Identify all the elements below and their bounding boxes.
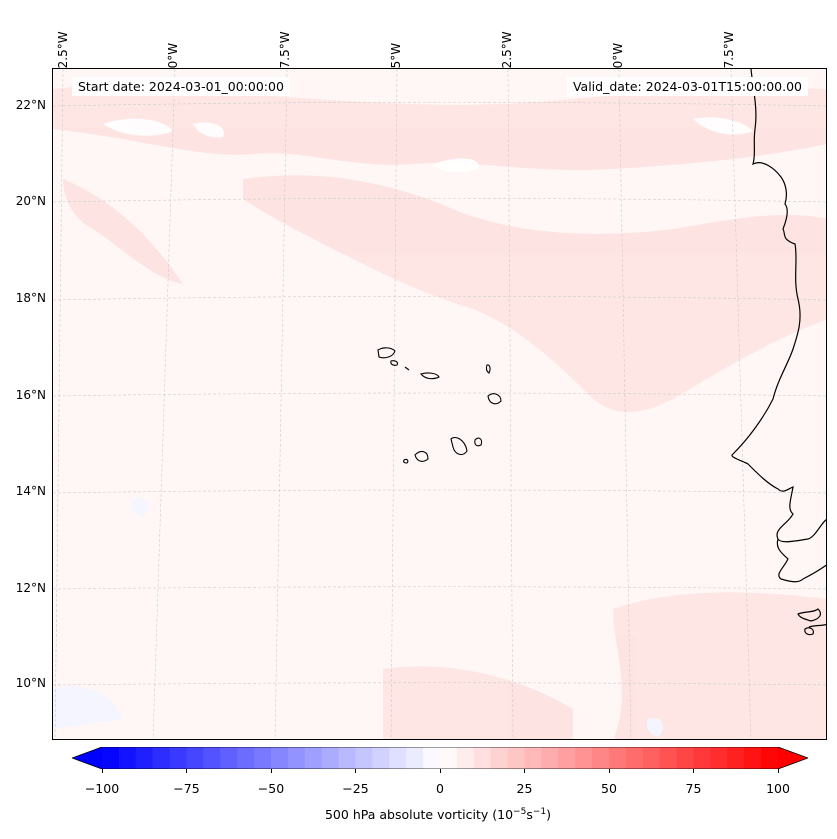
colorbar-segment <box>456 747 475 769</box>
colorbar-tick-mark <box>439 769 441 773</box>
colorbar-segment <box>761 747 779 769</box>
colorbar-tick-mark <box>524 769 525 773</box>
colorbar-segment <box>237 747 255 769</box>
lat-label-20n: 20°N <box>15 194 46 208</box>
colorbar-segment <box>693 747 711 769</box>
valid-date-label: Valid_date: 2024-03-01T15:00:00.00 <box>566 77 808 96</box>
colorbar-segment <box>186 747 204 769</box>
lat-label-16n: 16°N <box>15 388 46 402</box>
colorbar-segment <box>541 747 559 769</box>
cape-verde-islands <box>377 347 502 464</box>
colorbar-label: 500 hPa absolute vorticity (10−5s−1) <box>0 807 837 822</box>
colorbar-tick-label: −25 <box>342 781 369 796</box>
colorbar-tick-mark <box>270 769 272 773</box>
colorbar-segment <box>118 747 137 769</box>
colorbar-segment <box>372 747 390 769</box>
island-maio <box>474 437 483 447</box>
graticule <box>53 69 826 739</box>
colorbar-tick-label: 0 <box>436 781 444 796</box>
lat-label-12n: 12°N <box>15 581 46 595</box>
colorbar-tick-mark <box>693 769 694 773</box>
island-boa-vista <box>487 393 502 405</box>
colorbar-tick-label: 100 <box>766 781 790 796</box>
colorbar-label-exponent-2: −1 <box>532 807 547 817</box>
colorbar-segment <box>321 747 340 769</box>
colorbar-segment <box>676 747 694 769</box>
colorbar-label-unit: s <box>526 807 533 823</box>
colorbar-extend-min <box>72 747 102 769</box>
colorbar-segment <box>558 747 576 769</box>
colorbar-label-exponent-1: −5 <box>513 807 527 817</box>
colorbar-tick-label: 75 <box>685 781 702 796</box>
colorbar-segment <box>304 747 323 769</box>
colorbar-segment <box>423 747 441 769</box>
colorbar-segments <box>72 747 808 769</box>
island-sao-vicente <box>390 360 399 366</box>
colorbar-segment <box>507 747 525 769</box>
vorticity-map <box>53 69 826 739</box>
colorbar-segment <box>169 747 187 769</box>
lat-label-14n: 14°N <box>15 484 46 498</box>
colorbar-segment <box>203 747 221 769</box>
colorbar-segment <box>338 747 356 769</box>
colorbar-label-prefix: 500 hPa absolute vorticity (10 <box>324 807 514 823</box>
island-sao-nicolau <box>420 372 440 380</box>
island-fogo <box>414 450 429 462</box>
africa-coastline <box>731 69 826 636</box>
colorbar-segment <box>710 747 728 769</box>
colorbar-segment <box>744 747 762 769</box>
colorbar-tick-mark <box>186 769 187 773</box>
map-panel <box>52 68 827 740</box>
colorbar-segment <box>152 747 171 769</box>
colorbar-segment <box>609 747 627 769</box>
weak-negative-patches <box>53 498 664 737</box>
island-santo-antao <box>377 347 396 359</box>
near-zero-patches <box>103 117 753 173</box>
island-brava <box>403 458 409 464</box>
colorbar-segment <box>271 747 289 769</box>
colorbar-segment <box>592 747 610 769</box>
colorbar-label-suffix: ) <box>546 807 551 823</box>
colorbar-tick-label: −75 <box>173 781 200 796</box>
colorbar-tick-label: −100 <box>84 781 120 796</box>
lat-label-22n: 22°N <box>15 98 46 112</box>
colorbar-segment <box>406 747 424 769</box>
colorbar-segment <box>135 747 154 769</box>
colorbar-segment <box>642 747 661 769</box>
lat-label-10n: 10°N <box>15 676 46 690</box>
island-sal <box>485 364 491 374</box>
colorbar-segment <box>355 747 373 769</box>
colorbar-segment <box>102 747 120 769</box>
colorbar-tick-mark <box>608 769 610 773</box>
colorbar-segment <box>727 747 745 769</box>
colorbar-tick-mark <box>355 769 356 773</box>
colorbar <box>72 747 808 769</box>
colorbar-segment <box>625 747 644 769</box>
colorbar-segment <box>575 747 593 769</box>
island-santa-luzia <box>404 366 410 371</box>
lat-label-18n: 18°N <box>15 291 46 305</box>
colorbar-extend-max <box>778 747 808 769</box>
colorbar-segment <box>389 747 407 769</box>
colorbar-tick-mark <box>777 769 779 773</box>
colorbar-segment <box>659 747 678 769</box>
colorbar-segment <box>473 747 492 769</box>
colorbar-segment <box>524 747 542 769</box>
start-date-label: Start date: 2024-03-01_00:00:00 <box>72 77 290 96</box>
colorbar-segment <box>490 747 509 769</box>
positive-vorticity-shading <box>53 85 826 739</box>
colorbar-tick-mark <box>101 769 103 773</box>
colorbar-tick-label: −50 <box>257 781 285 796</box>
colorbar-tick-label: 25 <box>516 781 533 796</box>
colorbar-segment <box>220 747 238 769</box>
colorbar-segment <box>254 747 272 769</box>
colorbar-segment <box>440 747 458 769</box>
colorbar-tick-label: 50 <box>601 781 617 796</box>
colorbar-segment <box>287 747 306 769</box>
island-santiago <box>450 436 468 456</box>
